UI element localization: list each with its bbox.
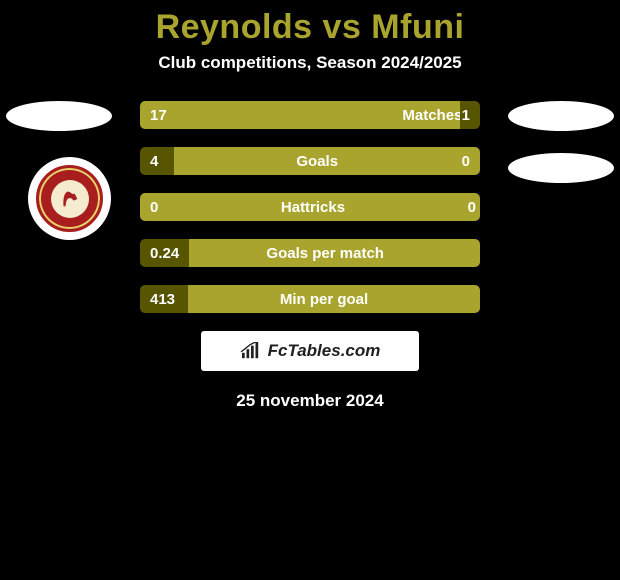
- stat-row: 0.24Goals per match: [140, 239, 480, 267]
- stat-right-value: 0: [460, 147, 480, 175]
- player-right-oval-1: [508, 101, 614, 131]
- stat-right-value: [461, 239, 480, 267]
- club-badge-ring: [36, 165, 103, 232]
- page-title: Reynolds vs Mfuni: [0, 0, 620, 47]
- stat-row: 4Goals0: [140, 147, 480, 175]
- player-right-oval-2: [508, 153, 614, 183]
- date-label: 25 november 2024: [0, 391, 620, 411]
- stat-left-value: 17: [140, 101, 405, 129]
- stat-row: 17Matches1: [140, 101, 480, 129]
- comparison-content: 17Matches14Goals00Hattricks00.24Goals pe…: [0, 101, 620, 411]
- stat-left-value: 0.24: [140, 239, 189, 267]
- stat-label: Goals: [174, 147, 460, 175]
- brand-label: FcTables.com: [268, 341, 381, 361]
- club-badge-icon: [51, 180, 89, 218]
- stat-right-value: 1: [460, 101, 480, 129]
- stat-left-value: 413: [140, 285, 188, 313]
- stat-label: Min per goal: [188, 285, 460, 313]
- stat-left-value: 0: [140, 193, 160, 221]
- stat-bars: 17Matches14Goals00Hattricks00.24Goals pe…: [140, 101, 480, 313]
- brand-box[interactable]: FcTables.com: [201, 331, 419, 371]
- player-left-oval: [6, 101, 112, 131]
- stat-label: Hattricks: [160, 193, 466, 221]
- stat-label: Matches: [405, 101, 459, 129]
- stat-right-value: [460, 285, 480, 313]
- page-subtitle: Club competitions, Season 2024/2025: [0, 53, 620, 73]
- stat-left-value: 4: [140, 147, 174, 175]
- stat-row: 413Min per goal: [140, 285, 480, 313]
- stat-label: Goals per match: [189, 239, 461, 267]
- stat-row: 0Hattricks0: [140, 193, 480, 221]
- stat-right-value: 0: [466, 193, 480, 221]
- club-badge: [28, 157, 111, 240]
- chart-icon: [240, 342, 262, 360]
